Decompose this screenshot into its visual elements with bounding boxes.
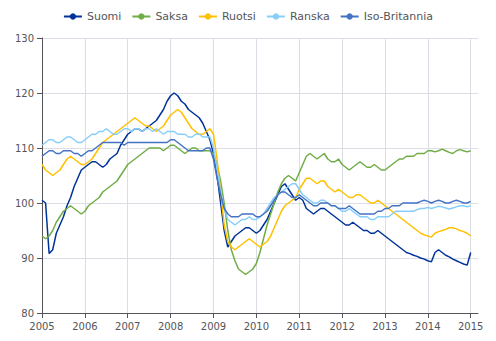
- svg-text:2014: 2014: [415, 321, 440, 332]
- svg-text:2005: 2005: [29, 321, 54, 332]
- svg-text:Suomi: Suomi: [87, 10, 121, 23]
- svg-text:100: 100: [15, 198, 34, 209]
- svg-text:120: 120: [15, 88, 34, 99]
- svg-text:80: 80: [21, 308, 34, 319]
- svg-text:130: 130: [15, 33, 34, 44]
- svg-text:2007: 2007: [115, 321, 140, 332]
- svg-text:2015: 2015: [458, 321, 483, 332]
- svg-text:Iso-Britannia: Iso-Britannia: [364, 10, 433, 23]
- svg-text:2013: 2013: [372, 321, 397, 332]
- svg-text:2012: 2012: [329, 321, 354, 332]
- svg-text:2010: 2010: [244, 321, 269, 332]
- svg-text:2006: 2006: [72, 321, 97, 332]
- svg-text:2008: 2008: [158, 321, 183, 332]
- svg-text:Ruotsi: Ruotsi: [222, 10, 256, 23]
- svg-text:Saksa: Saksa: [155, 10, 188, 23]
- svg-text:2009: 2009: [201, 321, 226, 332]
- svg-text:2011: 2011: [287, 321, 312, 332]
- svg-text:90: 90: [21, 253, 34, 264]
- svg-text:Ranska: Ranska: [290, 10, 330, 23]
- svg-text:110: 110: [15, 143, 34, 154]
